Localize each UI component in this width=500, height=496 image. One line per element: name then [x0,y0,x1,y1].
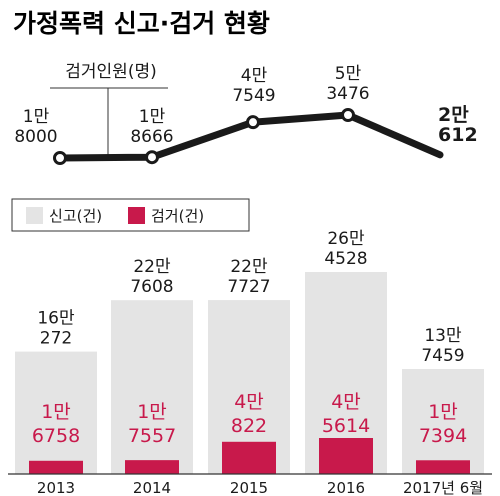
bar-report-label: 26만 [327,229,365,249]
bar-report [111,300,193,474]
legend: 신고(건) 검거(건) [11,198,250,232]
bar-report-label: 7608 [130,277,173,297]
bar-report-label: 22만 [133,257,171,277]
line-point [145,150,159,165]
bar-report-label: 16만 [37,309,75,329]
x-tick-label: 2013 [37,479,75,496]
bar-arrest-label: 4만 [331,391,361,413]
bar-arrest [29,460,83,474]
bar-report-label: 4528 [324,249,367,269]
bar-arrest-label: 6758 [32,425,80,447]
x-tick-label: 2017년 6월 [403,479,483,496]
bar-arrest-label: 1만 [41,401,71,423]
x-tick-label: 2015 [230,479,268,496]
line-point [53,151,67,165]
x-tick-label: 2014 [133,479,171,496]
bar-report-label: 272 [40,329,72,349]
line-point-label: 612 [438,124,478,146]
line-point-label: 8666 [130,127,173,147]
line-point-label: 3476 [326,84,369,104]
bar-report [15,351,97,474]
bar-arrest [222,441,276,474]
bar-arrest-label: 822 [231,415,267,437]
bar-arrest-label: 1만 [137,401,167,423]
bar-report-label: 13만 [424,326,462,346]
line-point-label: 8000 [14,127,57,147]
x-tick-label: 2016 [327,479,365,496]
bar-arrest-label: 4만 [234,391,264,413]
bar-report-label: 7727 [227,277,270,297]
bar-arrest-label: 5614 [322,415,370,437]
line-point-label: 2만 [438,104,469,126]
line-point [341,108,355,122]
line-point-label: 1만 [139,107,166,127]
bar-arrest-label: 7394 [419,425,467,447]
legend-label-arrest: 검거(건) [151,207,204,225]
bar-arrest [416,460,470,474]
line-point-label: 7549 [232,86,275,106]
chart-title: 가정폭력 신고·검거 현황 [13,9,270,38]
line-point-label: 5만 [335,64,362,84]
bar-report-label: 7459 [421,346,464,366]
line-series-label: 검거인원(명) [65,62,156,82]
bar-arrest-label: 1만 [428,401,458,423]
legend-label-report: 신고(건) [49,207,102,225]
legend-swatch-report [26,207,43,224]
bar-report-label: 22만 [230,257,268,277]
bar-arrest [125,460,179,474]
line-point-label: 1만 [23,107,50,127]
bar-arrest-label: 7557 [128,425,176,447]
bar-report [402,369,484,474]
line-point-label: 4만 [241,66,268,86]
line-point [246,115,260,130]
bar-chart: 16만2721만6758201322만76081만7557201422만7727… [15,229,484,496]
bar-arrest [319,438,373,474]
legend-swatch-arrest [128,207,145,224]
